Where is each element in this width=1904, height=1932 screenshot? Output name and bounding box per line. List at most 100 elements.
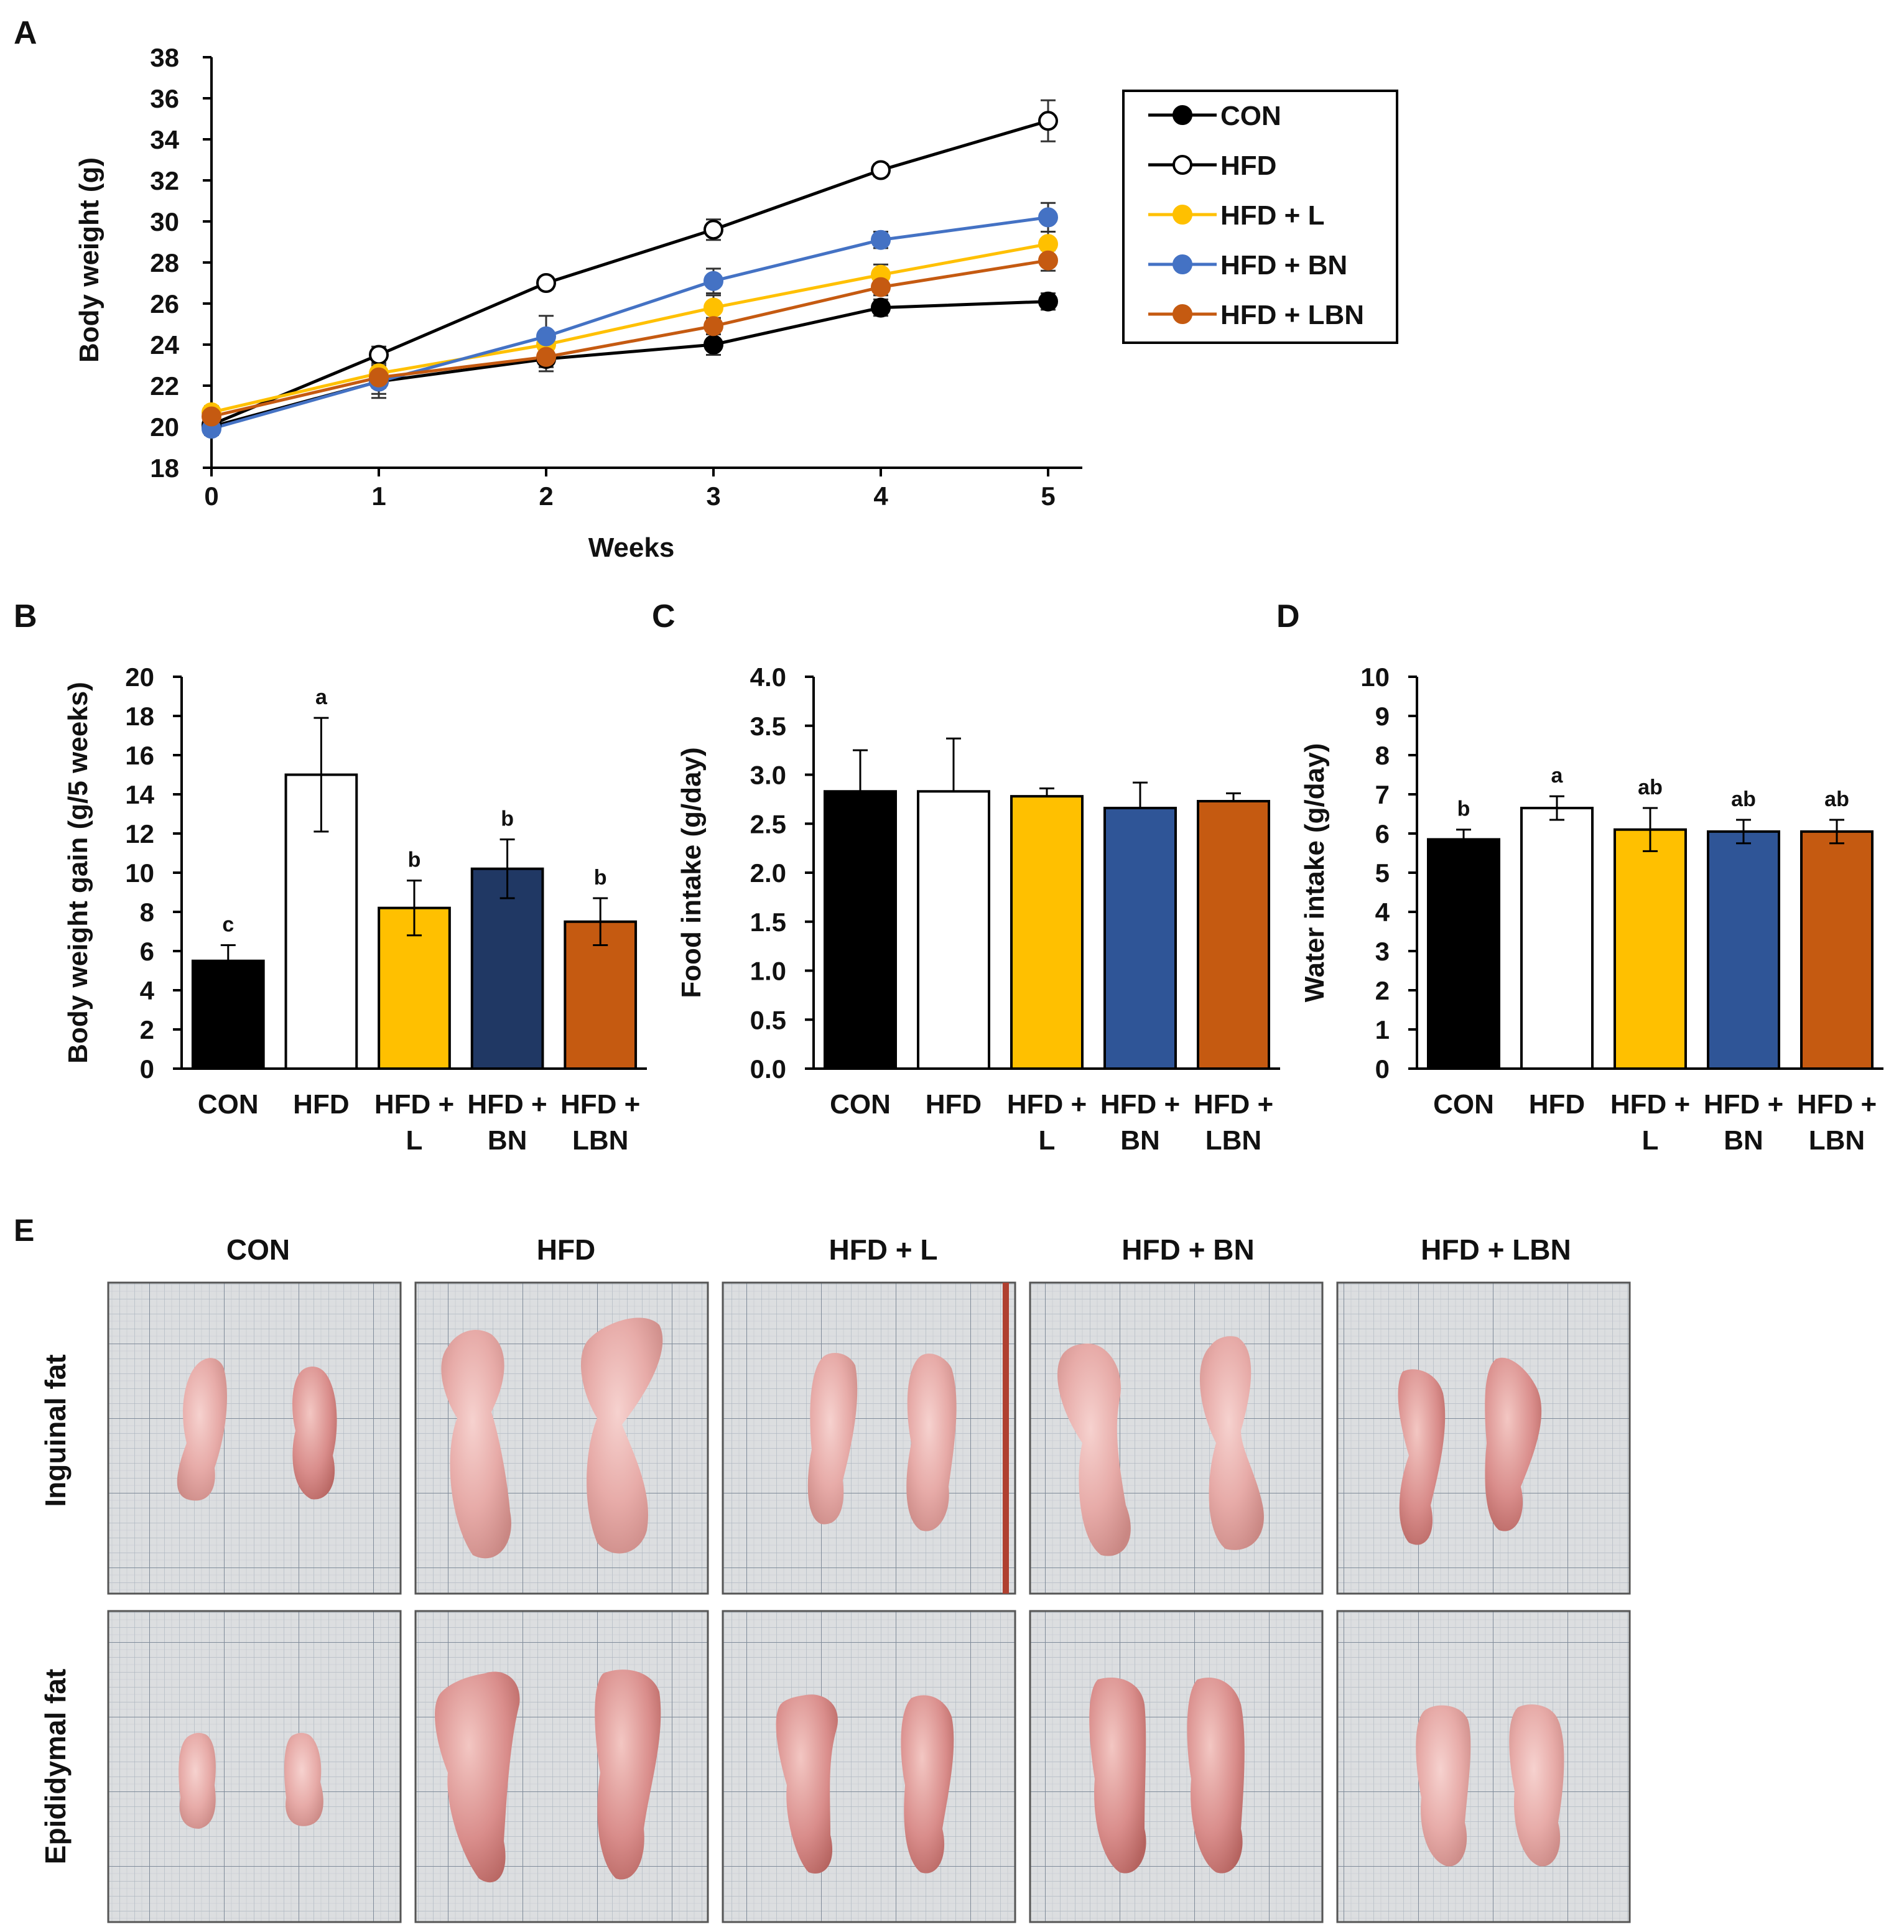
series-line-hfd-bn (211, 215, 1049, 430)
legend-label-con: CON (1220, 101, 1281, 131)
legend-label-hfd: HFD (1220, 151, 1276, 181)
data-point-hfd-lbn (871, 277, 891, 297)
significance-letter: ab (1824, 787, 1849, 811)
data-point-hfd-lbn (1038, 250, 1058, 271)
y-tick-label: 2 (140, 1015, 154, 1044)
legend-label-hfd-lbn: HFD + LBN (1220, 300, 1364, 330)
x-tick-label: 5 (1041, 481, 1055, 511)
category-label: BN (1120, 1125, 1160, 1156)
category-label: CON (830, 1089, 891, 1120)
data-point-hfd-lbn (369, 367, 389, 388)
error-bar (853, 749, 868, 792)
data-point-hfd-bn (1038, 207, 1058, 228)
data-point-con (871, 297, 891, 318)
y-tick-label: 1 (1375, 1015, 1390, 1044)
photo-inguinal-con (107, 1281, 402, 1595)
y-tick-label: 10 (1360, 662, 1390, 692)
error-bar (407, 880, 422, 937)
column-header-con: CON (226, 1233, 290, 1266)
error-bar (1456, 829, 1471, 850)
y-tick-label: 9 (1375, 702, 1390, 731)
panel-label-a: A (14, 15, 37, 51)
x-tick-label: 3 (706, 481, 720, 511)
y-tick-label: 0 (1375, 1054, 1390, 1084)
category-label: HFD + (560, 1089, 640, 1120)
data-point-hfd-lbn (536, 346, 556, 367)
panel-label-c: C (652, 598, 676, 634)
data-point-hfd-bn (704, 271, 723, 291)
legend: CON HFD HFD + L HFD + BN HFD + LBN (1122, 90, 1398, 344)
error-bar (1133, 781, 1148, 809)
category-label: HFD + (1704, 1089, 1783, 1120)
data-point-hfd-l (704, 297, 723, 318)
legend-marker-hfd-l (1173, 205, 1192, 225)
data-point-hfd-lbn (704, 316, 723, 337)
category-label: HFD + (1797, 1089, 1877, 1120)
y-tick-label: 8 (140, 898, 154, 927)
error-bar (946, 737, 961, 792)
x-axis-title: Weeks (588, 532, 675, 563)
legend-box (1122, 90, 1398, 344)
significance-letter: b (501, 807, 514, 830)
y-tick-label: 36 (150, 84, 179, 113)
significance-letter: b (1457, 797, 1470, 821)
category-label: HFD + (1610, 1089, 1690, 1120)
x-tick-label: 2 (539, 481, 553, 511)
series-line-hfd (211, 119, 1049, 427)
data-point-con (1038, 291, 1058, 312)
photo-epididymal-hfd-l (722, 1610, 1016, 1923)
error-bar (313, 717, 329, 833)
data-point-hfd (704, 220, 723, 240)
y-tick-label: 2.0 (750, 858, 786, 888)
row-label-inguinal-fat: Inguinal fat (39, 1354, 72, 1507)
bar-hfd-l (1614, 828, 1687, 1070)
significance-letter: a (1551, 764, 1564, 787)
column-header-hfd: HFD (537, 1233, 596, 1266)
category-label: L (406, 1125, 423, 1156)
legend-marker-con (1173, 105, 1192, 125)
column-header-hfd-bn: HFD + BN (1122, 1233, 1254, 1266)
category-label: HFD + (467, 1089, 547, 1120)
data-point-hfd-l (1038, 234, 1058, 254)
legend-marker-hfd-lbn (1173, 304, 1192, 324)
photo-epididymal-hfd-lbn (1336, 1610, 1631, 1923)
category-label: HFD + (1100, 1089, 1180, 1120)
bar-hfd-lbn (564, 920, 638, 1070)
category-label: HFD + (374, 1089, 454, 1120)
error-bar (1039, 787, 1054, 797)
y-tick-label: 7 (1375, 780, 1390, 809)
category-label: HFD (926, 1089, 982, 1120)
row-label-epididymal-fat: Epididymal fat (39, 1669, 72, 1864)
y-tick-label: 16 (125, 741, 154, 770)
x-tick-label: 4 (873, 481, 888, 511)
significance-letter: ab (1731, 787, 1756, 811)
error-bar (1549, 795, 1564, 821)
category-label: BN (1724, 1125, 1763, 1156)
photo-inguinal-hfd-bn (1029, 1281, 1324, 1595)
category-label: HFD (1529, 1089, 1585, 1120)
data-point-hfd-bn (536, 326, 556, 346)
photo-inguinal-hfd-l (722, 1281, 1016, 1595)
bar-con (1427, 838, 1500, 1070)
category-label: LBN (572, 1125, 628, 1156)
category-label: LBN (1809, 1125, 1865, 1156)
error-bar (1643, 807, 1658, 852)
category-label: LBN (1205, 1125, 1261, 1156)
category-label: CON (198, 1089, 259, 1120)
data-point-hfd (536, 273, 556, 293)
significance-letter: a (315, 685, 328, 709)
significance-letter: b (408, 848, 421, 872)
y-tick-label: 0.5 (750, 1005, 786, 1034)
y-tick-label: 1.5 (750, 908, 786, 937)
y-tick-label: 30 (150, 207, 179, 236)
bar-con (824, 790, 897, 1070)
bar-hfd (1520, 807, 1594, 1070)
error-bar (499, 838, 515, 899)
y-tick-label: 8 (1375, 741, 1390, 770)
data-point-hfd (369, 345, 389, 365)
y-tick-label: 18 (125, 702, 154, 731)
legend-label-hfd-bn: HFD + BN (1220, 250, 1347, 281)
y-tick-label: 6 (140, 937, 154, 966)
